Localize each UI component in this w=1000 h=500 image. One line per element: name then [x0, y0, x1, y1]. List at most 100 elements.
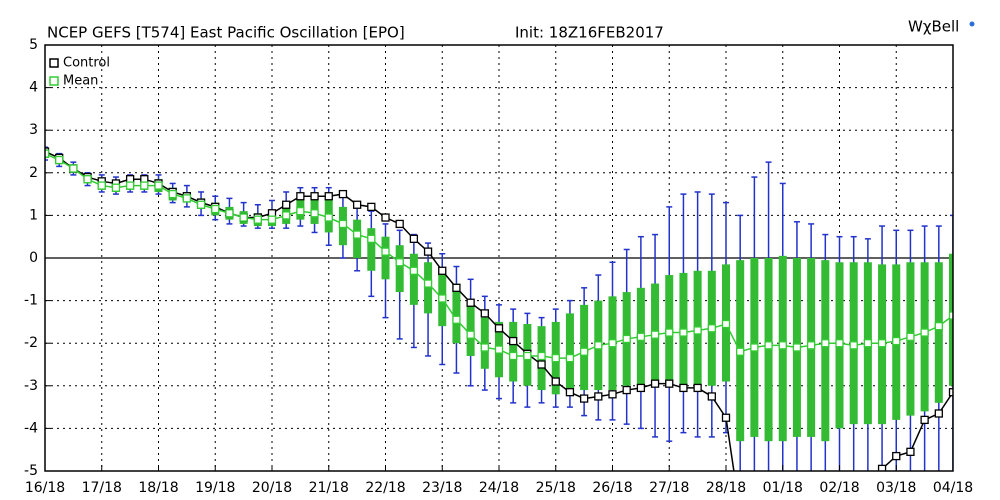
marker — [267, 215, 277, 224]
axes: -5 -4 -3 -2 -1 0 1 2 3 4 5 16/18 17/18 18/18 19/18 20/1… — [24, 37, 973, 496]
marker — [509, 351, 518, 361]
marker — [806, 341, 816, 350]
x-tick-label: 24/18 — [479, 480, 519, 496]
marker — [253, 215, 262, 224]
marker — [721, 319, 731, 329]
marker — [579, 394, 589, 403]
marker — [111, 183, 121, 192]
plot-area — [45, 146, 953, 496]
x-tick-label: 04/18 — [933, 480, 973, 496]
chart-subtitle: Init: 18Z16FEB2017 — [515, 24, 664, 42]
legend-swatch — [49, 76, 59, 86]
x-tick-label: 16/18 — [25, 480, 65, 496]
marker — [282, 200, 291, 209]
y-tick-label: -5 — [24, 463, 38, 479]
marker — [381, 247, 390, 256]
marker — [948, 388, 953, 397]
marker — [864, 489, 871, 496]
marker — [636, 332, 646, 341]
marker — [310, 192, 319, 201]
logo: WχBell — [908, 18, 959, 36]
marker — [338, 219, 348, 229]
box — [580, 304, 589, 391]
marker — [225, 209, 234, 218]
y-tick-label: 0 — [29, 250, 38, 266]
marker — [579, 347, 589, 356]
marker — [239, 213, 248, 222]
marker — [45, 149, 50, 158]
marker — [650, 379, 660, 388]
marker — [480, 309, 489, 318]
marker — [367, 202, 376, 212]
marker — [693, 326, 702, 335]
marker — [636, 383, 646, 393]
marker — [920, 415, 929, 425]
marker — [608, 390, 617, 399]
x-tick-label: 25/18 — [536, 480, 576, 496]
marker — [438, 294, 447, 303]
box — [934, 262, 943, 403]
marker — [395, 219, 404, 229]
x-tick-label: 03/18 — [876, 480, 916, 496]
y-tick-label: 4 — [29, 80, 38, 96]
marker — [608, 339, 617, 348]
marker — [792, 343, 802, 352]
x-tick-label: 26/18 — [592, 480, 632, 496]
marker — [750, 343, 759, 352]
x-tick-label: 20/18 — [252, 480, 292, 496]
marker — [409, 266, 419, 275]
box — [920, 262, 929, 412]
marker — [551, 377, 560, 386]
x-tick-label: 22/18 — [365, 480, 405, 496]
marker — [338, 189, 348, 199]
marker — [125, 181, 135, 190]
x-tick-label: 02/18 — [819, 480, 859, 496]
marker — [83, 175, 92, 184]
marker — [565, 353, 575, 363]
marker — [97, 181, 106, 190]
marker — [423, 247, 433, 256]
x-tick-label: 27/18 — [649, 480, 689, 496]
marker — [168, 189, 177, 199]
box — [367, 228, 376, 271]
marker — [452, 315, 461, 324]
marker — [849, 341, 858, 350]
marker — [423, 279, 433, 288]
x-tick-label: 18/18 — [138, 480, 178, 496]
marker — [863, 339, 873, 348]
y-tick-label: 1 — [29, 207, 38, 223]
marker — [494, 345, 504, 354]
box — [353, 219, 362, 258]
y-tick-label: -4 — [24, 420, 38, 436]
marker — [296, 192, 305, 201]
grid — [44, 44, 954, 472]
marker — [438, 266, 447, 275]
y-tick-label: 3 — [29, 122, 38, 138]
marker — [877, 464, 887, 471]
marker — [409, 234, 419, 243]
marker — [679, 328, 688, 337]
marker — [948, 311, 953, 320]
marker — [736, 347, 745, 356]
y-tick-label: -2 — [24, 335, 38, 351]
marker — [622, 385, 631, 395]
marker — [296, 206, 305, 216]
marker — [821, 339, 830, 348]
marker — [934, 409, 943, 418]
marker — [665, 379, 674, 388]
marker — [140, 181, 149, 190]
marker — [310, 209, 319, 218]
marker — [211, 204, 220, 214]
marker — [367, 234, 376, 243]
marker — [721, 413, 731, 422]
marker — [679, 383, 688, 393]
marker — [480, 343, 489, 352]
marker — [665, 328, 674, 337]
marker — [594, 341, 603, 350]
marker — [466, 298, 475, 307]
box — [395, 245, 404, 293]
marker — [778, 341, 787, 350]
marker — [920, 328, 929, 337]
box — [466, 304, 475, 356]
marker — [352, 230, 362, 239]
